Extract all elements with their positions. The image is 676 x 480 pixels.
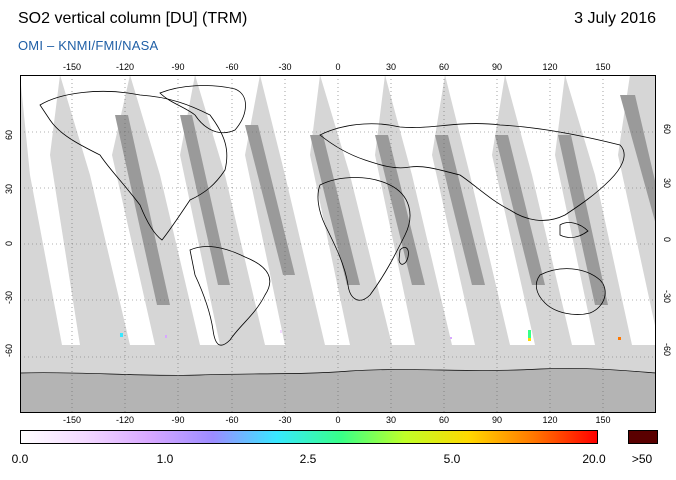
orbit-swath [130,75,220,345]
graticule [20,75,656,413]
lon-tick-bottom: 60 [438,415,450,425]
lon-tick-bottom: -90 [171,415,185,425]
lat-tick-left: 30 [4,183,14,194]
so2-pixels [120,330,621,341]
colorbar-label: 0.0 [11,452,29,466]
lat-tick-right: 30 [662,178,672,189]
colorbar-label: 5.0 [443,452,461,466]
north-america [39,91,228,241]
orbit-swath [320,75,415,345]
coastlines [39,85,625,346]
so2-pixel [528,330,531,338]
so2-pixel [528,338,531,341]
orbit-swath [385,75,475,345]
swath-overlap [310,135,360,285]
colorbar-label: 1.0 [156,452,174,466]
orbit-swaths [20,75,656,345]
south-america [189,246,271,346]
lon-tick-bottom: 0 [335,415,341,425]
swath-overlap [180,115,230,285]
data-source: OMI – KNMI/FMI/NASA [18,38,159,53]
lat-tick-right: 0 [662,237,672,243]
africa [317,177,411,301]
so2-pixel [280,330,282,333]
colorbar-overflow-label: >50 [631,452,653,466]
lon-tick-bottom: -30 [278,415,292,425]
lat-tick-right: -60 [662,343,672,357]
colorbar-overflow-swatch [628,430,658,444]
lon-tick-top: -60 [225,62,239,72]
orbit-swath [445,75,535,345]
lon-tick-bottom: 120 [542,415,558,425]
lon-tick-top: -30 [278,62,292,72]
madagascar [398,246,409,265]
swath-overlap [620,95,656,225]
colorbar-label: 2.5 [299,452,317,466]
orbit-swath [505,75,595,345]
map-title: SO2 vertical column [DU] (TRM) [18,10,248,27]
so2-pixel [120,333,123,337]
orbit-swath [20,75,80,345]
so2-pixel [618,337,621,340]
lon-tick-top: 30 [385,62,397,72]
lon-tick-top: 120 [542,62,558,72]
lat-tick-left: 0 [4,240,14,246]
lon-tick-bottom: 150 [595,415,611,425]
lon-tick-bottom: 30 [385,415,397,425]
swath-overlap [245,125,295,275]
so2-pixel [450,337,452,339]
australia [535,268,606,315]
map-date: 3 July 2016 [574,10,656,27]
swath-overlap [375,135,425,285]
lat-tick-right: 60 [662,124,672,135]
lon-tick-top: 150 [595,62,611,72]
swath-overlap [435,135,485,285]
lon-tick-bottom: -60 [225,415,239,425]
colorbar-label: 20.0 [582,452,606,466]
swath-overlap [558,135,608,305]
lat-tick-left: -30 [4,290,14,304]
lon-tick-bottom: -150 [62,415,82,425]
lon-tick-top: 60 [438,62,450,72]
lon-tick-bottom: 90 [491,415,503,425]
lat-tick-left: 60 [4,129,14,140]
lon-tick-top: 90 [491,62,503,72]
lat-tick-left: -60 [4,343,14,357]
so2-world-map [20,75,656,413]
lon-tick-bottom: -120 [115,415,135,425]
lon-tick-top: -150 [62,62,82,72]
lat-tick-right: -30 [662,290,672,304]
map-frame [20,75,656,413]
orbit-swath [565,75,656,345]
orbit-swath [195,75,285,345]
greenland [159,85,246,134]
maritime-continent [559,222,589,238]
orbit-swath [260,75,350,345]
orbit-swath [60,75,155,345]
lon-tick-top: -120 [115,62,135,72]
lon-tick-top: 0 [335,62,341,72]
swath-overlap [495,135,545,285]
lon-tick-top: -90 [171,62,185,72]
eurasia [319,123,625,221]
so2-pixel [165,335,167,338]
colorbar [20,430,598,444]
